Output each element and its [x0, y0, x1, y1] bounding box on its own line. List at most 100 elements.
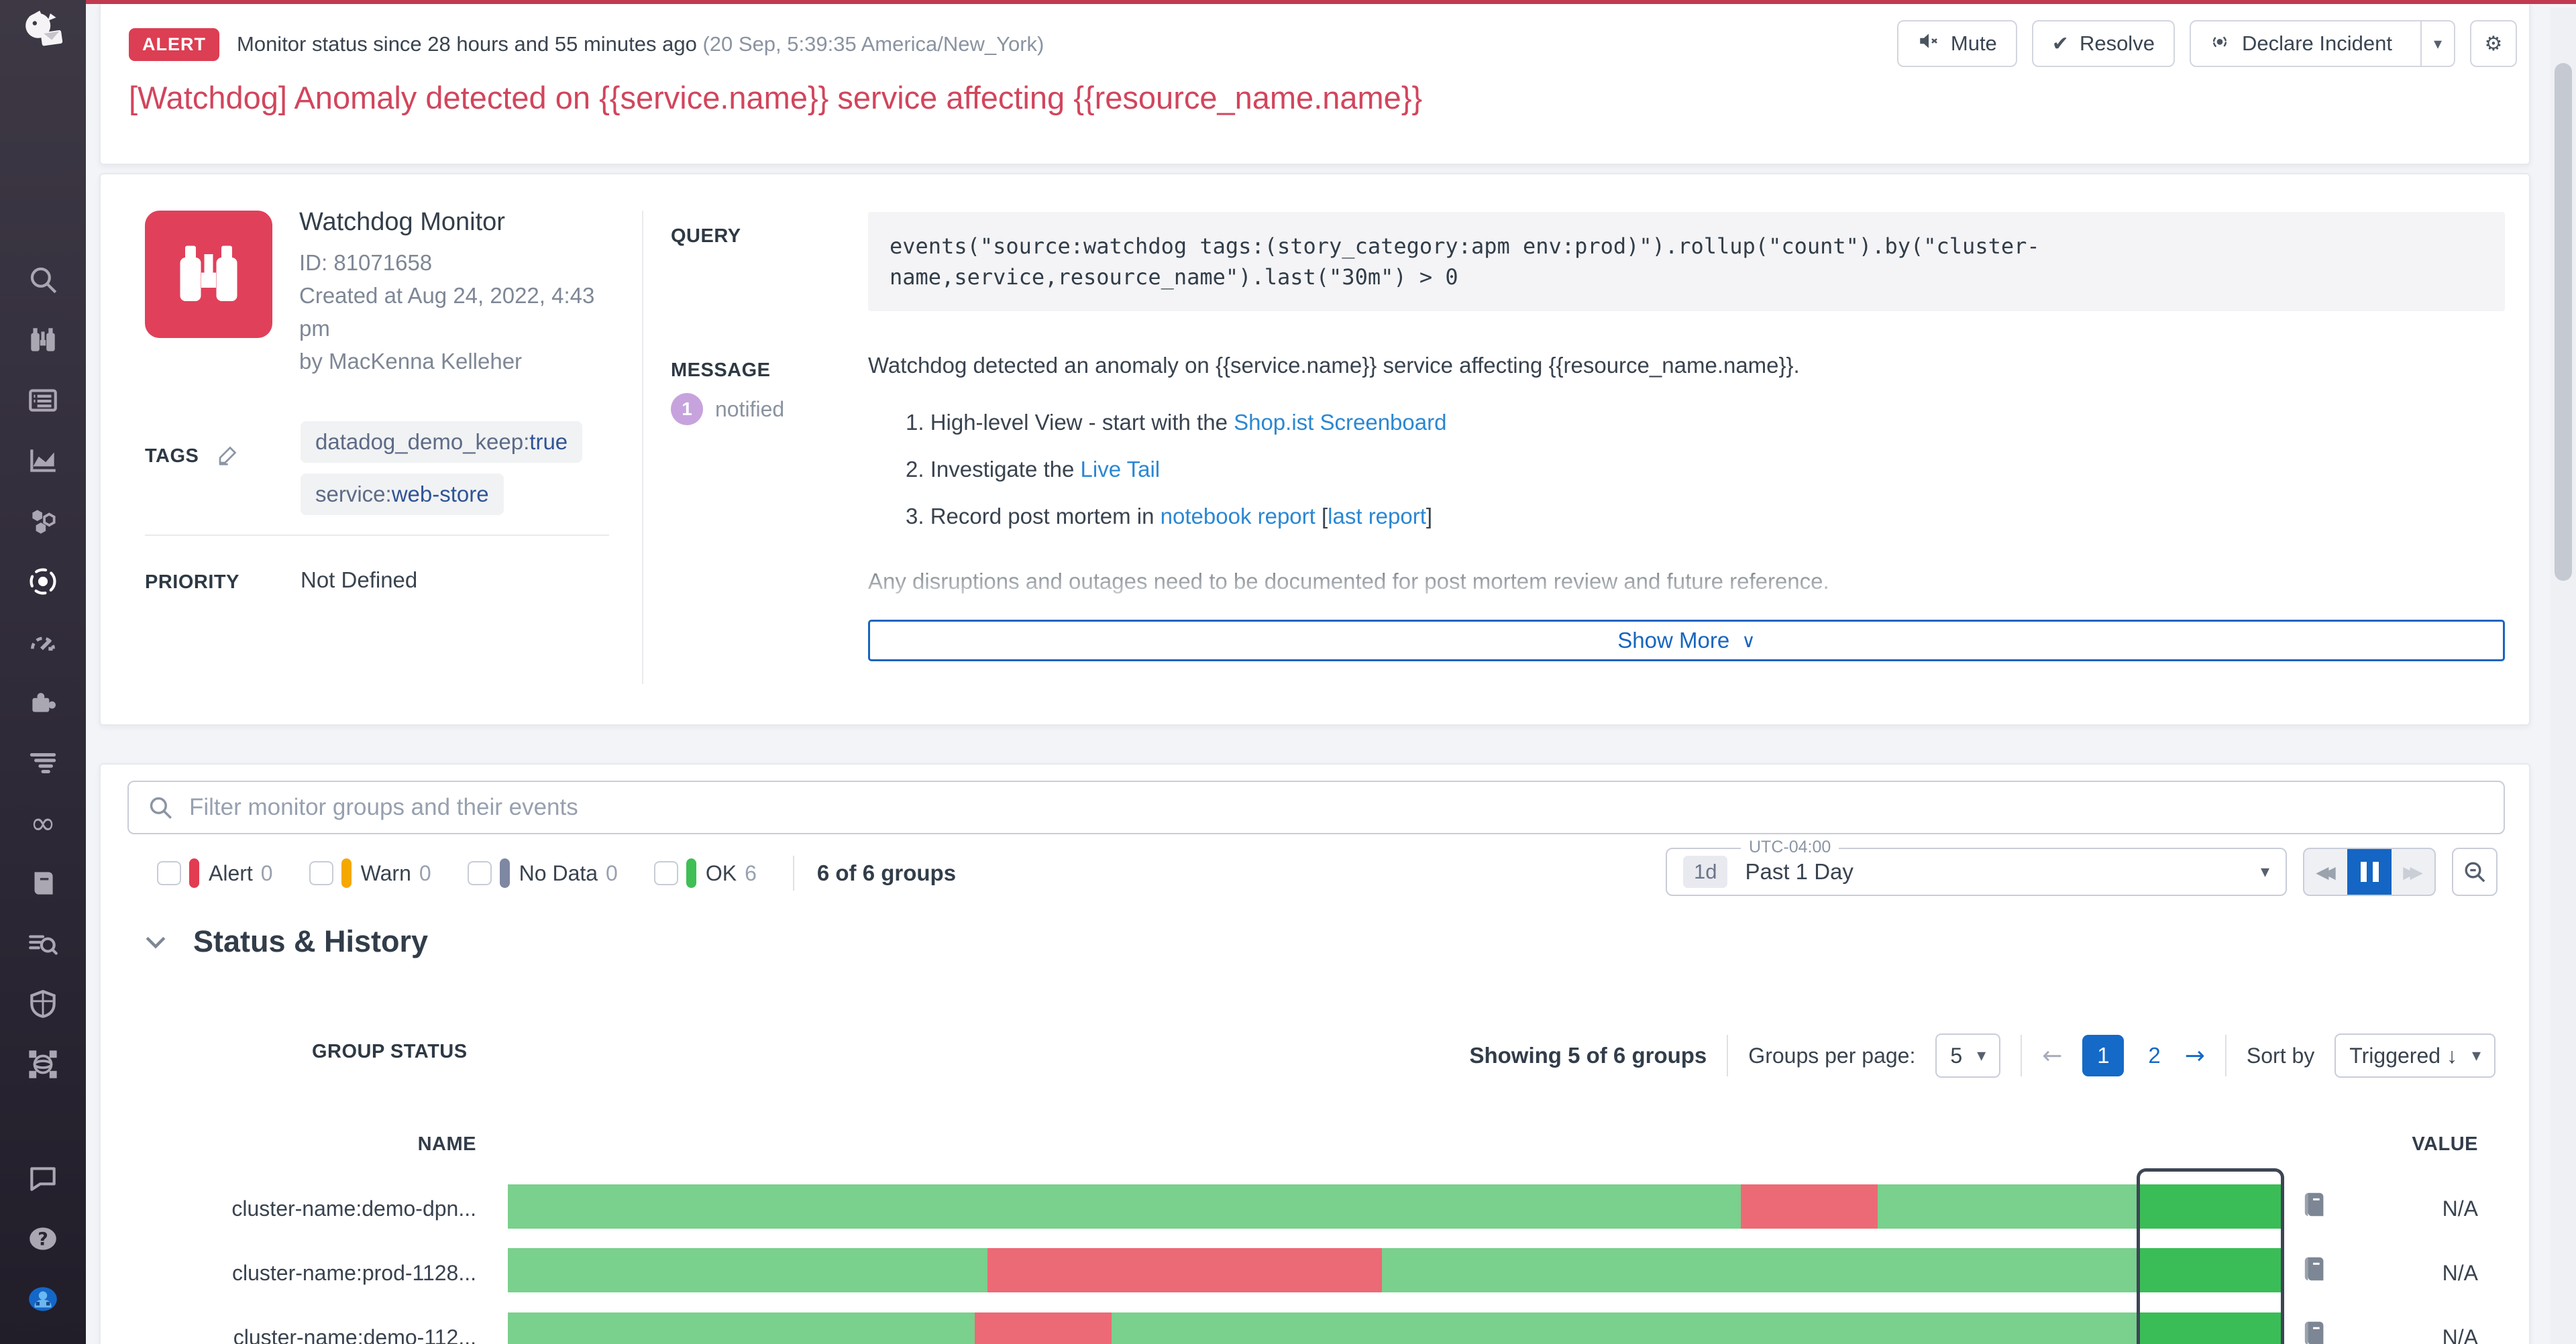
sort-select[interactable]: Triggered ↓ ▾ [2334, 1033, 2496, 1078]
group-name[interactable]: cluster-name:prod-1128... [231, 1261, 476, 1285]
showing-text: Showing 5 of 6 groups [1469, 1043, 1707, 1068]
declare-incident-button[interactable]: Declare Incident ▾ [2189, 20, 2455, 67]
pagination-row: Showing 5 of 6 groups Groups per page: 5… [1469, 1031, 2496, 1080]
chevron-down-icon: ▾ [2471, 1046, 2481, 1066]
usage-gauge-icon[interactable] [21, 620, 65, 664]
ok-checkbox[interactable] [653, 861, 678, 885]
no-data-pill [499, 858, 510, 888]
last-report-link[interactable]: last report [1328, 504, 1426, 528]
filter-alert[interactable]: Alert 0 [157, 858, 273, 888]
group-name[interactable]: cluster-name:demo-112... [233, 1325, 476, 1344]
next-page-arrow[interactable]: → [2184, 1042, 2205, 1070]
ci-pipelines-icon[interactable]: ∞ [30, 805, 56, 841]
rewind-button[interactable]: ◀◀ [2316, 862, 2335, 882]
per-page-label: Groups per page: [1748, 1043, 1916, 1068]
declare-incident-dropdown[interactable]: ▾ [2420, 21, 2454, 66]
monitor-created: Created at Aug 24, 2022, 4:43 pm [299, 283, 595, 341]
fast-forward-button[interactable]: ▶▶ [2403, 862, 2422, 882]
notebook-icon[interactable] [2299, 1251, 2331, 1289]
bar-segment-ok_selected [2137, 1248, 2284, 1292]
log-explorer-icon[interactable] [21, 921, 65, 966]
notebook-icon[interactable] [2299, 1187, 2331, 1225]
monitor-author: by MacKenna Kelleher [299, 349, 523, 374]
notified-indicator: 1 notified [671, 393, 784, 425]
status-text: Monitor status since 28 hours and 55 min… [237, 32, 1044, 56]
page-2-button[interactable]: 2 [2148, 1043, 2161, 1068]
step-text: ] [1426, 504, 1433, 528]
bar-segment-ok [1381, 1248, 2137, 1292]
group-history-bar[interactable] [508, 1248, 2284, 1292]
watchdog-icon[interactable] [21, 318, 65, 362]
chevron-down-icon: ▾ [1977, 1046, 1986, 1066]
divider [2021, 1035, 2023, 1076]
network-icon[interactable] [21, 1042, 65, 1086]
chat-icon[interactable] [21, 1156, 65, 1200]
declare-incident-label: Declare Incident [2241, 32, 2392, 55]
monitor-type-name: Watchdog Monitor [299, 208, 505, 236]
sort-by-label: Sort by [2246, 1043, 2315, 1068]
page-1-button[interactable]: 1 [2082, 1035, 2125, 1076]
bar-segment-ok_selected [2137, 1312, 2284, 1344]
prev-page-arrow[interactable]: ← [2042, 1042, 2063, 1070]
zoom-out-button[interactable] [2452, 848, 2498, 896]
message-step-2: 2. Investigate the Live Tail [906, 455, 2505, 484]
filter-groups-input[interactable] [189, 794, 2486, 821]
integrations-puzzle-icon[interactable] [21, 680, 65, 724]
time-range-select[interactable]: UTC-04:00 1d Past 1 Day ▾ [1666, 838, 2287, 896]
group-history-bar[interactable] [508, 1184, 2284, 1229]
filter-no-data[interactable]: No Data 0 [467, 858, 618, 888]
settings-button[interactable]: ⚙ [2470, 20, 2517, 67]
edit-tags-pencil-icon[interactable] [216, 443, 240, 470]
binoculars-icon [180, 245, 237, 301]
shopist-screenboard-link[interactable]: Shop.ist Screenboard [1234, 410, 1447, 435]
group-history-bar[interactable] [508, 1312, 2284, 1344]
monitor-id: ID: 81071658 [299, 250, 433, 275]
warn-checkbox[interactable] [309, 861, 333, 885]
query-label: QUERY [671, 225, 741, 247]
filter-warn[interactable]: Warn 0 [309, 858, 431, 888]
notebook-icon[interactable] [2299, 1316, 2331, 1344]
bar-segment-alert [1740, 1184, 1878, 1229]
user-avatar[interactable] [21, 1277, 65, 1321]
show-more-label: Show More [1617, 628, 1730, 653]
query-text: events("source:watchdog tags:(story_cate… [868, 212, 2505, 311]
chevron-down-icon: ∨ [1741, 629, 1756, 652]
notebook-report-link[interactable]: notebook report [1160, 504, 1316, 528]
tag-value: true [529, 429, 568, 454]
resolve-button[interactable]: ✔ Resolve [2031, 20, 2175, 67]
page-scrollbar-track [2551, 8, 2576, 1344]
search-icon[interactable] [21, 258, 65, 302]
per-page-value: 5 [1950, 1043, 1963, 1068]
group-name[interactable]: cluster-name:demo-dpn... [231, 1196, 476, 1221]
datadog-logo-icon[interactable] [12, 5, 74, 59]
notebooks-icon[interactable] [21, 861, 65, 905]
security-shield-icon[interactable] [21, 982, 65, 1026]
watchdog-tile [145, 211, 272, 338]
show-more-button[interactable]: Show More ∨ [868, 620, 2505, 661]
no-data-checkbox[interactable] [467, 861, 492, 885]
pause-button[interactable] [2347, 849, 2392, 895]
live-tail-link[interactable]: Live Tail [1080, 457, 1161, 482]
metrics-icon[interactable] [21, 439, 65, 483]
help-icon[interactable]: ? [21, 1217, 65, 1261]
alert-checkbox[interactable] [157, 861, 181, 885]
page-title: [Watchdog] Anomaly detected on {{service… [129, 80, 1423, 115]
filter-count: 0 [419, 860, 431, 885]
status-history-toggle[interactable]: Status & History [141, 924, 428, 959]
alert-pill [189, 858, 199, 888]
tag-service[interactable]: service:web-store [301, 473, 504, 515]
filter-ok[interactable]: OK 6 [653, 858, 757, 888]
tag-datadog-demo-keep[interactable]: datadog_demo_keep:true [301, 421, 583, 463]
chevron-down-icon [146, 936, 166, 949]
processes-icon[interactable] [21, 499, 65, 543]
sort-value: Triggered ↓ [2349, 1043, 2457, 1068]
mute-button[interactable]: Mute [1896, 20, 2017, 67]
logs-icon[interactable] [21, 740, 65, 785]
per-page-select[interactable]: 5 ▾ [1935, 1033, 2001, 1078]
dashboards-icon[interactable] [21, 378, 65, 423]
bar-segment-ok [508, 1184, 1741, 1229]
main-content: ALERT Monitor status since 28 hours and … [86, 0, 2576, 1344]
page-scrollbar-thumb[interactable] [2555, 63, 2572, 581]
check-icon: ✔ [2051, 32, 2069, 56]
apm-icon-active[interactable] [21, 559, 65, 604]
